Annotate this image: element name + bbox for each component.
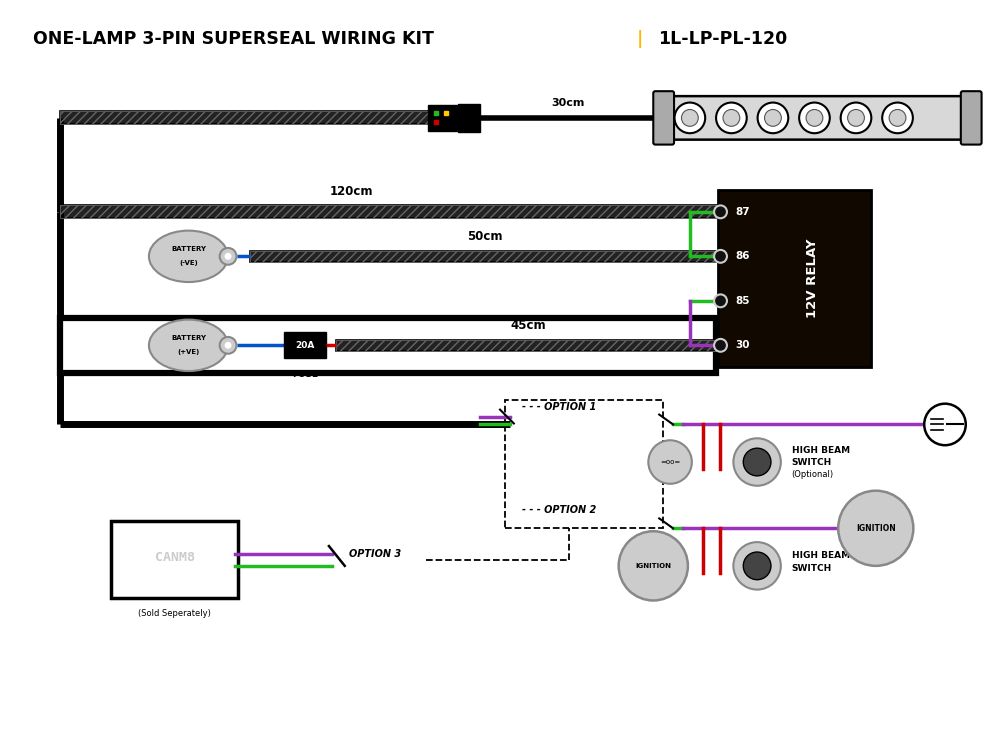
FancyBboxPatch shape — [458, 104, 480, 132]
Circle shape — [743, 552, 771, 580]
Ellipse shape — [149, 320, 228, 371]
Text: ONE-LAMP 3-PIN SUPERSEAL WIRING KIT: ONE-LAMP 3-PIN SUPERSEAL WIRING KIT — [33, 30, 434, 48]
Circle shape — [889, 110, 906, 126]
Circle shape — [723, 110, 740, 126]
Circle shape — [714, 250, 727, 262]
Text: (-VE): (-VE) — [179, 260, 198, 266]
Circle shape — [838, 490, 913, 566]
Text: |: | — [636, 30, 643, 48]
Text: - - - OPTION 2: - - - OPTION 2 — [522, 506, 596, 515]
FancyBboxPatch shape — [653, 92, 674, 145]
Circle shape — [924, 404, 966, 445]
FancyBboxPatch shape — [666, 96, 969, 140]
Circle shape — [225, 253, 232, 260]
Text: HIGH BEAM: HIGH BEAM — [792, 551, 850, 560]
Polygon shape — [60, 112, 431, 125]
Text: SWITCH: SWITCH — [792, 564, 832, 573]
Text: (Sold Seperately): (Sold Seperately) — [138, 609, 211, 618]
Circle shape — [799, 103, 830, 134]
Text: - - - OPTION 1: - - - OPTION 1 — [522, 402, 596, 412]
Circle shape — [648, 440, 692, 484]
Circle shape — [733, 438, 781, 486]
Text: HIGH BEAM: HIGH BEAM — [792, 446, 850, 454]
Text: 30cm: 30cm — [551, 98, 584, 108]
Circle shape — [714, 339, 727, 352]
Text: 20A: 20A — [296, 340, 315, 350]
Text: OPTION 3: OPTION 3 — [349, 549, 401, 559]
FancyBboxPatch shape — [284, 332, 326, 358]
FancyBboxPatch shape — [428, 105, 457, 130]
Circle shape — [841, 103, 871, 134]
Text: 87: 87 — [735, 207, 750, 217]
Circle shape — [714, 206, 727, 218]
Circle shape — [220, 337, 236, 354]
Text: CANM8: CANM8 — [155, 551, 195, 565]
FancyBboxPatch shape — [961, 92, 982, 145]
Circle shape — [225, 342, 232, 349]
Circle shape — [733, 542, 781, 590]
Text: 85: 85 — [735, 296, 750, 306]
Text: FUSE: FUSE — [292, 370, 318, 379]
Text: 45cm: 45cm — [510, 320, 546, 332]
Text: (Optional): (Optional) — [792, 470, 834, 479]
Text: 30: 30 — [735, 340, 750, 350]
Circle shape — [882, 103, 913, 134]
Circle shape — [619, 531, 688, 601]
Text: 86: 86 — [735, 251, 750, 261]
Polygon shape — [250, 251, 721, 262]
Circle shape — [716, 103, 747, 134]
Text: BATTERY: BATTERY — [171, 247, 206, 253]
Circle shape — [681, 110, 698, 126]
Text: 12V RELAY: 12V RELAY — [806, 238, 819, 318]
Text: IGNITION: IGNITION — [635, 562, 671, 568]
Circle shape — [220, 248, 236, 265]
FancyBboxPatch shape — [111, 521, 238, 599]
Text: 1L-LP-PL-120: 1L-LP-PL-120 — [658, 30, 787, 48]
Circle shape — [758, 103, 788, 134]
Circle shape — [806, 110, 823, 126]
Text: (+VE): (+VE) — [177, 350, 200, 355]
Polygon shape — [60, 206, 721, 218]
Text: =oo=: =oo= — [660, 459, 680, 465]
Circle shape — [675, 103, 705, 134]
Polygon shape — [336, 340, 721, 351]
Circle shape — [848, 110, 864, 126]
Circle shape — [743, 448, 771, 476]
Circle shape — [765, 110, 781, 126]
Text: SWITCH: SWITCH — [792, 458, 832, 466]
Text: 120cm: 120cm — [330, 185, 373, 198]
Text: 50cm: 50cm — [467, 230, 503, 244]
FancyBboxPatch shape — [718, 190, 871, 367]
Text: BATTERY: BATTERY — [171, 335, 206, 341]
Text: IGNITION: IGNITION — [856, 524, 896, 532]
Ellipse shape — [149, 230, 228, 282]
Circle shape — [714, 295, 727, 307]
